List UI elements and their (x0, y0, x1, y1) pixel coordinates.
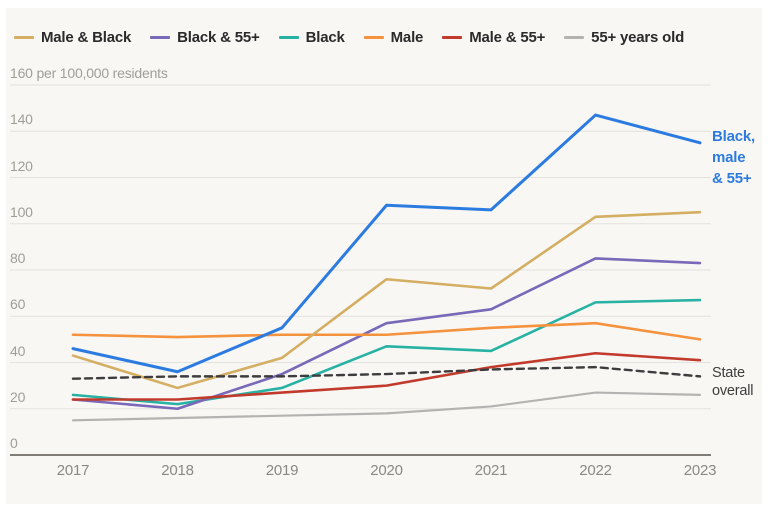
line-series-male (71, 321, 702, 341)
y-axis-unit-label: 160 per 100,000 residents (10, 65, 168, 81)
legend: Male & Black Black & 55+ Black Male Male & 5… (14, 29, 684, 46)
legend-label: Male & Black (41, 29, 132, 46)
annotation-line: Black, (712, 128, 755, 145)
annotation-line: overall (712, 382, 754, 399)
x-tick-label-2020: 2020 (370, 462, 403, 479)
y-tick-label-60: 60 (10, 296, 26, 313)
legend-label: Black & 55+ (177, 29, 260, 46)
legend-label: Male (390, 29, 424, 46)
y-tick-label-120: 120 (10, 157, 33, 174)
x-tick-label-2018: 2018 (161, 462, 194, 479)
legend-swatch-icon (278, 36, 299, 39)
line-series-black (71, 298, 702, 406)
legend-item-male-black: Male & Black (14, 29, 131, 46)
legend-label: Male & 55+ (469, 29, 546, 46)
annotation-state-overall: State overall (712, 365, 754, 400)
legend-item-55-years-old: 55+ years old (564, 29, 684, 46)
line-series-55-years-old (71, 391, 702, 422)
legend-item-male-55: Male & 55+ (442, 29, 545, 46)
line-series-state-overall (71, 365, 702, 380)
y-tick-label-140: 140 (10, 111, 33, 128)
x-tick-label-2019: 2019 (265, 462, 299, 479)
chart-background-panel (6, 8, 762, 504)
line-series-black-male-55 (71, 113, 702, 374)
legend-label: Black (305, 29, 345, 46)
legend-item-male: Male (363, 29, 424, 46)
legend-swatch-icon (14, 36, 34, 39)
legend-label: 55+ years old (591, 29, 685, 46)
x-tick-label-2022: 2022 (579, 462, 612, 479)
annotation-line: State (712, 365, 745, 381)
y-tick-label-40: 40 (10, 342, 26, 359)
annotation-black-male-55: Black, male & 55+ (712, 126, 755, 189)
legend-item-black-55: Black & 55+ (150, 29, 260, 46)
line-series-black-55 (71, 257, 702, 411)
y-tick-label-80: 80 (10, 250, 26, 266)
legend-swatch-icon (564, 36, 585, 39)
annotation-line: male (712, 149, 746, 166)
x-tick-label-2023: 2023 (683, 462, 717, 479)
line-series-male-55 (71, 351, 702, 401)
x-tick-label-2017: 2017 (56, 462, 90, 479)
y-tick-label-0: 0 (10, 435, 18, 451)
legend-swatch-icon (363, 36, 384, 39)
line-series-male-black (71, 210, 702, 390)
legend-swatch-icon (150, 36, 171, 39)
legend-item-black: Black (278, 29, 345, 46)
x-tick-label-2021: 2021 (474, 462, 508, 479)
legend-swatch-icon (442, 36, 463, 39)
annotation-line: & 55+ (712, 170, 752, 187)
y-tick-label-100: 100 (10, 203, 33, 220)
y-tick-label-20: 20 (10, 388, 26, 405)
